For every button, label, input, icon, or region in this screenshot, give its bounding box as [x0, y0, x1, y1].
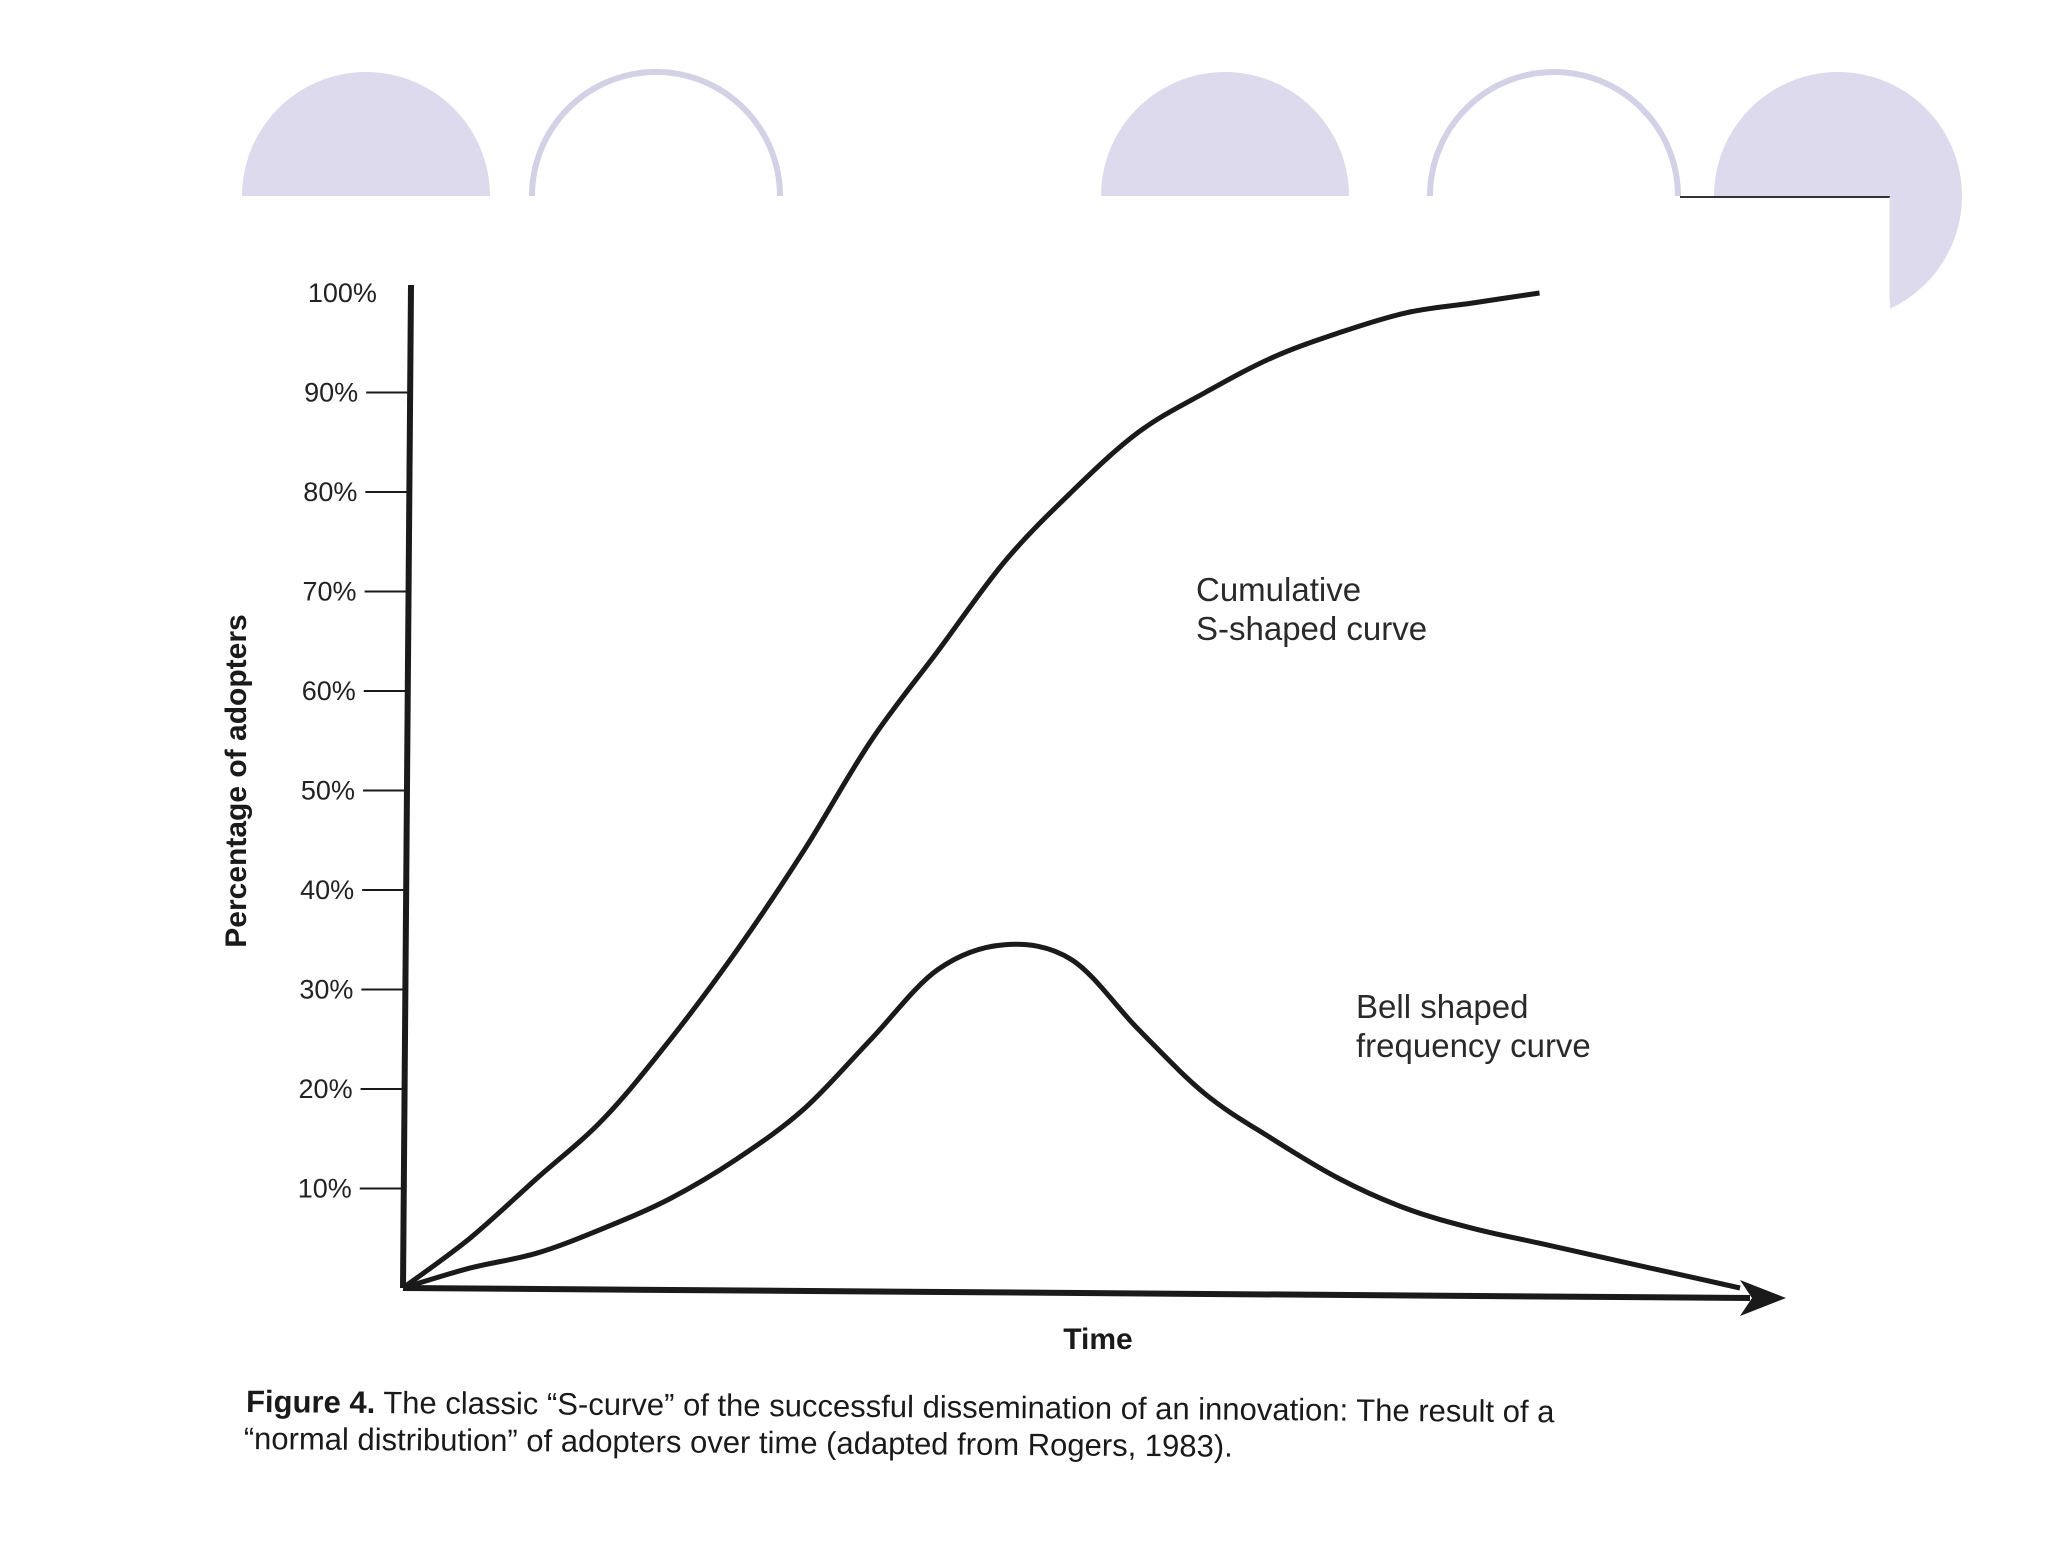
s-curve-line	[401, 290, 1540, 1291]
caption-line-2: “normal distribution” of adopters over t…	[244, 1421, 1233, 1464]
y-tick-label: 20%	[299, 1074, 353, 1104]
decor-half-circle-3	[1101, 72, 1349, 196]
y-tick-label: 40%	[300, 875, 354, 905]
bell-curve-annotation-line2: frequency curve	[1356, 1027, 1591, 1064]
y-tick-label: 30%	[299, 975, 353, 1005]
header-decoration	[232, 69, 2048, 1536]
y-axis-title: Percentage of adopters	[220, 614, 253, 947]
y-tick-label: 10%	[298, 1174, 352, 1204]
y-tick-label: 80%	[303, 477, 357, 507]
y-tick-label: 90%	[304, 378, 358, 408]
caption-label: Figure 4.	[246, 1384, 375, 1420]
x-axis-arrow	[1740, 1280, 1786, 1316]
y-tick-label: 100%	[308, 278, 377, 308]
y-tick-label: 60%	[302, 676, 356, 706]
x-axis-line	[402, 1285, 1751, 1301]
bell-curve-line	[402, 941, 1741, 1291]
decor-half-circle-2	[529, 69, 783, 197]
figure-paper	[232, 196, 2048, 1536]
y-tick-label: 70%	[303, 577, 357, 607]
s-curve-annotation-line2: S-shaped curve	[1196, 610, 1427, 647]
y-tick-label: 50%	[301, 776, 355, 806]
y-axis-line	[400, 284, 414, 1289]
figure-caption: Figure 4. The classic “S-curve” of the s…	[244, 1384, 1556, 1464]
decor-half-circle-1	[242, 72, 490, 196]
axes	[400, 284, 1786, 1316]
decor-half-circle-4	[1427, 69, 1681, 197]
x-axis-title: Time	[1063, 1323, 1132, 1356]
s-curve-annotation-line1: Cumulative	[1196, 571, 1361, 608]
bell-curve-annotation-line1: Bell shaped	[1356, 988, 1528, 1025]
y-ticks: 10% 20% 30% 40% 50% 60% 70% 80% 90% 100%	[298, 278, 411, 1204]
